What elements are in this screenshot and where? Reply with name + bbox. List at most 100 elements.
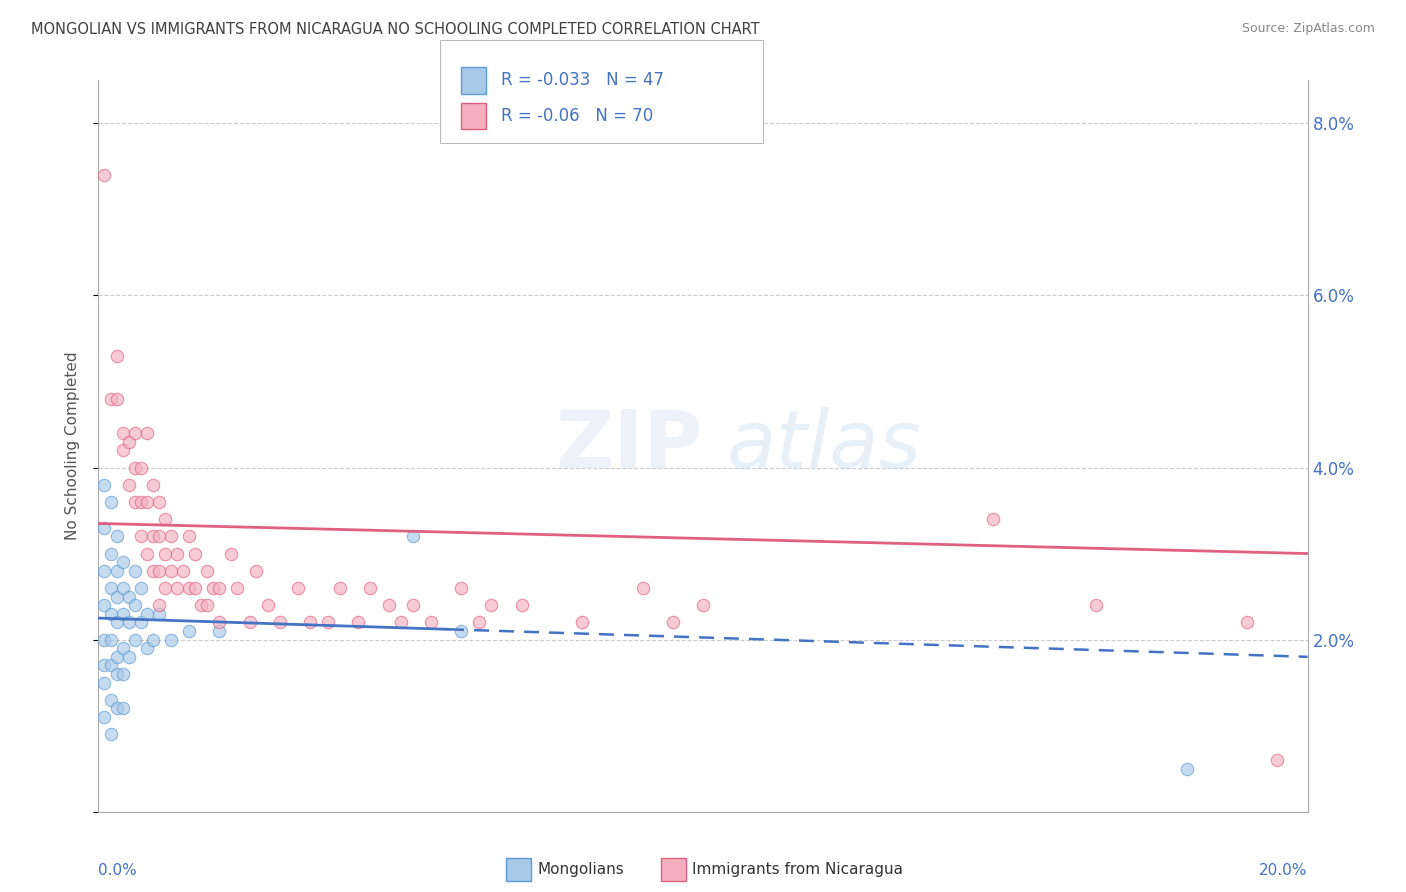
Point [135,426,157,441]
Point [142,477,165,491]
Point [93,477,115,491]
Point [160,632,183,647]
Point [179,581,201,595]
Point [166,581,188,595]
Point [105,529,128,543]
Point [93,564,115,578]
Point [269,615,291,630]
Text: 0.0%: 0.0% [98,863,138,878]
Point [118,590,141,604]
Point [208,624,231,638]
Point [105,564,128,578]
Point [118,477,141,491]
Point [111,426,134,441]
Text: 20.0%: 20.0% [1260,863,1308,878]
Point [360,581,382,595]
Point [93,598,115,612]
Point [105,615,128,630]
Point [93,632,115,647]
Point [124,460,146,475]
Point [148,607,170,621]
Point [153,581,176,595]
Text: R = -0.033   N = 47: R = -0.033 N = 47 [501,71,664,89]
Point [129,615,152,630]
Point [100,581,122,595]
Point [347,615,370,630]
Point [481,598,503,612]
Point [111,443,134,458]
Point [105,392,128,406]
Point [100,693,122,707]
Point [195,564,218,578]
Point [153,547,176,561]
Point [148,529,170,543]
Point [1085,598,1108,612]
Point [124,632,146,647]
Point [111,641,134,656]
Point [142,632,165,647]
Point [631,581,654,595]
Point [129,529,152,543]
Point [135,495,157,509]
Point [692,598,714,612]
Point [571,615,593,630]
Point [402,598,425,612]
Point [111,607,134,621]
Point [1267,753,1289,767]
Point [148,564,170,578]
Point [105,590,128,604]
Point [184,547,207,561]
Point [142,529,165,543]
Point [661,615,683,630]
Point [135,607,157,621]
Point [226,581,249,595]
Point [256,598,278,612]
Point [100,547,122,561]
Point [135,547,157,561]
Point [450,581,472,595]
Text: Immigrants from Nicaragua: Immigrants from Nicaragua [692,863,903,877]
Point [329,581,352,595]
Point [202,581,225,595]
Point [129,460,152,475]
Point [166,547,188,561]
Point [100,495,122,509]
Point [124,426,146,441]
Text: Source: ZipAtlas.com: Source: ZipAtlas.com [1241,22,1375,36]
Point [239,615,262,630]
Point [118,615,141,630]
Point [377,598,399,612]
Point [142,564,165,578]
Point [111,555,134,569]
Point [111,701,134,715]
Point [148,598,170,612]
Point [160,564,183,578]
Point [172,564,194,578]
Point [93,658,115,673]
Point [179,624,201,638]
Point [111,667,134,681]
Text: ZIP: ZIP [555,407,703,485]
Point [190,598,212,612]
Point [981,512,1004,526]
Point [287,581,309,595]
Point [179,529,201,543]
Point [118,434,141,449]
Text: Mongolians: Mongolians [537,863,624,877]
Point [129,495,152,509]
Point [111,581,134,595]
Point [129,581,152,595]
Point [389,615,412,630]
Point [124,598,146,612]
Point [105,349,128,363]
Point [1236,615,1258,630]
Point [195,598,218,612]
Point [100,392,122,406]
Point [100,658,122,673]
Point [184,581,207,595]
Point [135,641,157,656]
Text: atlas: atlas [727,407,922,485]
Point [510,598,533,612]
Point [1175,762,1198,776]
Point [208,581,231,595]
